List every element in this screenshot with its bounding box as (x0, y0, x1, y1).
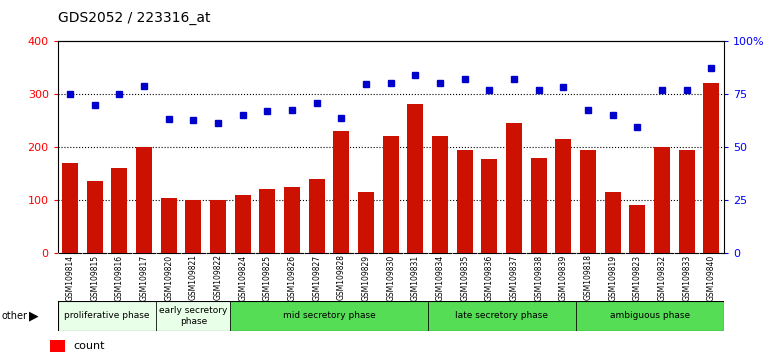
Bar (383, 136, 399, 253)
Bar (235, 195, 251, 253)
Bar (576, 301, 724, 331)
Bar (156, 301, 230, 331)
Bar (654, 147, 670, 253)
Text: late secretory phase: late secretory phase (455, 312, 548, 320)
Bar (62, 163, 78, 253)
Bar (604, 192, 621, 253)
Text: ▶: ▶ (29, 309, 38, 322)
Bar (58, 301, 156, 331)
Text: early secretory
phase: early secretory phase (159, 306, 228, 326)
Text: count: count (73, 341, 105, 351)
Bar (309, 179, 325, 253)
Text: mid secretory phase: mid secretory phase (283, 312, 376, 320)
Bar (629, 205, 645, 253)
Bar (531, 158, 547, 253)
Bar (580, 149, 596, 253)
Bar (555, 139, 571, 253)
Bar (333, 131, 350, 253)
Bar (358, 192, 374, 253)
Bar (432, 136, 448, 253)
Bar (284, 187, 300, 253)
Text: ambiguous phase: ambiguous phase (610, 312, 690, 320)
Bar (704, 83, 719, 253)
Bar (428, 301, 576, 331)
Bar (481, 159, 497, 253)
Text: other: other (2, 311, 28, 321)
Bar (407, 104, 424, 253)
Text: proliferative phase: proliferative phase (65, 312, 150, 320)
Bar (259, 189, 276, 253)
Bar (186, 200, 202, 253)
Text: GDS2052 / 223316_at: GDS2052 / 223316_at (58, 11, 210, 25)
Bar (230, 301, 428, 331)
Bar (457, 149, 473, 253)
Bar (161, 198, 177, 253)
Bar (50, 340, 65, 352)
Bar (506, 123, 522, 253)
Bar (679, 149, 695, 253)
Bar (87, 181, 102, 253)
Bar (210, 200, 226, 253)
Bar (136, 147, 152, 253)
Bar (112, 168, 128, 253)
